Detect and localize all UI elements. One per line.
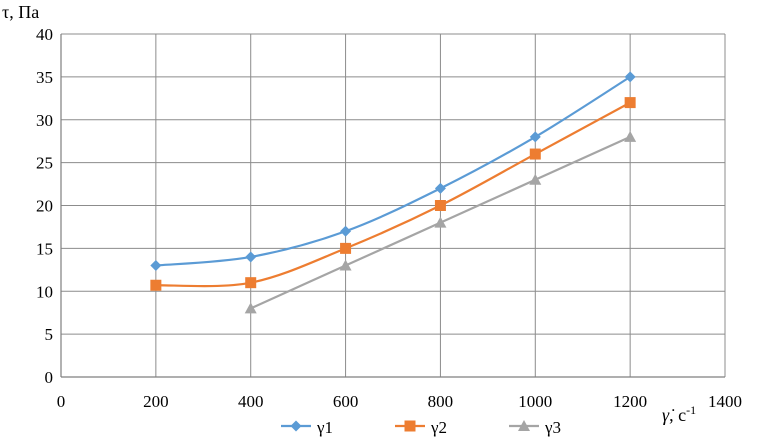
data-point [340, 242, 352, 254]
data-point [150, 279, 162, 291]
data-point [150, 260, 162, 272]
series-line [155, 101, 631, 288]
x-tick-label: 200 [143, 392, 169, 411]
series-layer [150, 71, 637, 314]
y-tick-label: 20 [36, 197, 53, 216]
x-axis-title: γ̇, с-1 [662, 403, 696, 425]
y-tick-label: 35 [36, 68, 53, 87]
x-tick-label: 800 [428, 392, 454, 411]
legend-swatch-marker [518, 420, 530, 431]
data-point [434, 182, 446, 194]
data-point [624, 71, 636, 83]
x-tick-label: 1400 [708, 392, 742, 411]
y-tick-label: 40 [36, 25, 53, 44]
y-axis-title: τ, Па [2, 2, 39, 22]
y-tick-label: 25 [36, 154, 53, 173]
y-tick-label: 30 [36, 111, 53, 130]
series-3 [244, 130, 637, 314]
series-2 [150, 97, 636, 291]
data-point [624, 97, 636, 109]
data-point [245, 277, 257, 289]
data-point [529, 173, 542, 185]
x-tick-label: 600 [333, 392, 359, 411]
legend-swatch-marker [290, 420, 302, 432]
legend-item: γ3 [509, 418, 561, 437]
y-tick-label: 5 [45, 325, 54, 344]
x-tick-label: 1200 [613, 392, 647, 411]
legend: γ1 γ2 γ3 [281, 418, 561, 437]
series-1 [150, 71, 636, 272]
y-tick-label: 15 [36, 239, 53, 258]
legend-label: γ2 [430, 418, 447, 437]
series-line [155, 75, 631, 267]
x-tick-label: 0 [57, 392, 66, 411]
data-point [434, 200, 446, 211]
legend-item: γ2 [395, 418, 447, 437]
legend-label: γ1 [316, 418, 333, 437]
y-tick-label: 10 [36, 282, 53, 301]
x-axis-title-unit: , с [669, 405, 686, 425]
data-point [434, 216, 447, 228]
legend-item: γ1 [281, 418, 333, 437]
axes [60, 34, 725, 378]
data-point [529, 131, 541, 143]
legend-label: γ3 [544, 418, 561, 437]
data-point [624, 130, 637, 142]
data-point [529, 148, 541, 160]
x-tick-label: 400 [238, 392, 264, 411]
data-point [244, 302, 257, 314]
data-point [340, 225, 352, 237]
x-tick-label: 1000 [518, 392, 552, 411]
data-point [339, 259, 352, 271]
x-axis-title-exponent: -1 [686, 403, 696, 417]
legend-swatch-marker [404, 420, 416, 432]
y-tick-label: 0 [45, 368, 54, 387]
data-point [245, 251, 257, 263]
grid [61, 33, 726, 377]
